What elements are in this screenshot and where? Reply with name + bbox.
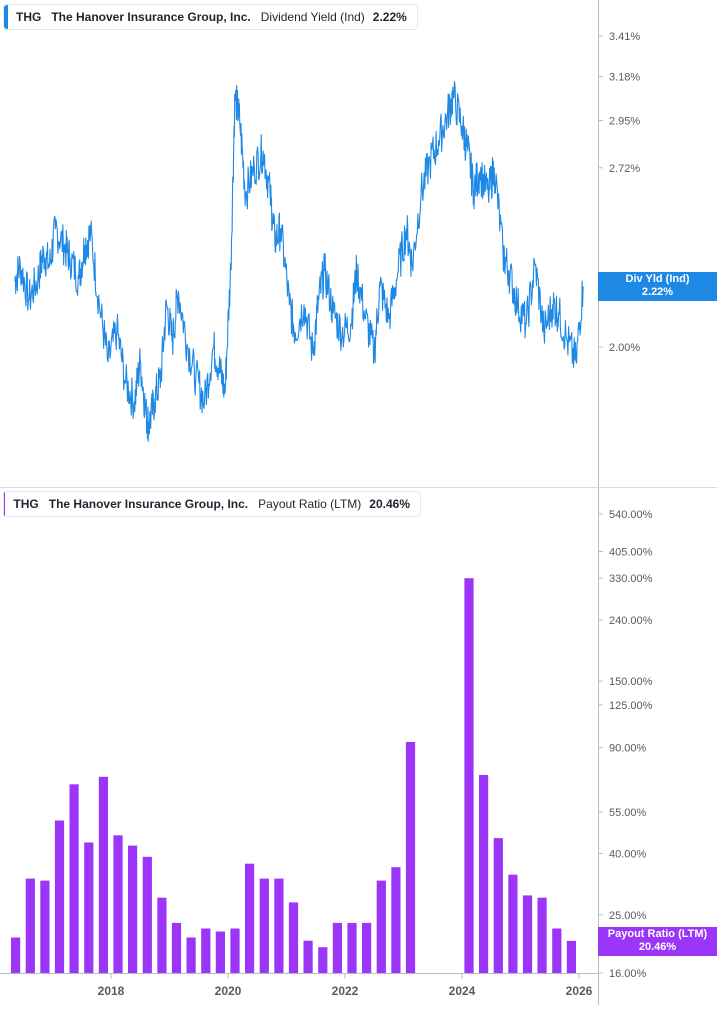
payout-bar [318, 947, 328, 973]
bottom-flag-value: 20.46% [638, 941, 677, 953]
payout-bar [113, 835, 123, 973]
payout-bar [11, 937, 21, 973]
bottom-legend-company: The Hanover Insurance Group, Inc. [48, 497, 249, 511]
payout-bar [332, 922, 342, 973]
bottom-flag-label: Payout Ratio (LTM) [607, 928, 708, 940]
payout-bar [362, 922, 372, 973]
payout-bar [186, 937, 196, 973]
bottom-y-tick-label: 25.00% [609, 910, 647, 922]
payout-bar [171, 922, 182, 973]
payout-bar [69, 784, 79, 973]
bottom-legend: THG The Hanover Insurance Group, Inc. Pa… [3, 491, 421, 517]
payout-bar-series [11, 578, 576, 973]
top-legend-ticker: THG [16, 10, 42, 24]
payout-bar [128, 845, 138, 973]
payout-bar [522, 895, 533, 973]
payout-bar [230, 928, 240, 973]
bottom-legend-metric: Payout Ratio (LTM) [258, 497, 362, 511]
payout-bar [98, 776, 108, 973]
x-axis: 2018 2020 2022 2024 2026 [0, 973, 598, 998]
bottom-y-tick-label: 40.00% [609, 848, 647, 860]
top-flag-value: 2.22% [641, 286, 674, 298]
top-value-flag: Div Yld (Ind) 2.22% [598, 272, 717, 301]
payout-bar [391, 867, 401, 973]
x-tick-label: 2024 [449, 984, 476, 998]
top-y-tick-label: 3.41% [609, 31, 640, 43]
bottom-y-tick-label: 150.00% [609, 676, 653, 688]
bottom-y-tick-label: 90.00% [609, 743, 647, 755]
payout-bar [376, 880, 386, 973]
payout-bar [347, 922, 357, 973]
payout-bar [288, 902, 299, 973]
top-axis: 3.41% 3.18% 2.95% 2.72% 2.00% [0, 0, 717, 488]
top-y-tick-label: 2.00% [609, 342, 640, 354]
bottom-legend-ticker: THG [13, 497, 39, 511]
top-legend-company: The Hanover Insurance Group, Inc. [51, 10, 251, 24]
payout-bar [479, 775, 489, 973]
x-tick-label: 2018 [98, 984, 125, 998]
payout-bar [405, 742, 416, 973]
payout-bar [215, 931, 225, 973]
bottom-y-tick-label: 16.00% [609, 968, 647, 980]
bottom-y-tick-label: 330.00% [609, 573, 653, 585]
bottom-y-tick-label: 55.00% [609, 807, 647, 819]
bottom-axis: 540.00% 405.00% 330.00% 240.00% 150.00% 125.0… [598, 488, 653, 1005]
payout-bar [259, 878, 269, 973]
payout-bar [508, 874, 518, 973]
top-legend: THG The Hanover Insurance Group, Inc. Di… [3, 4, 418, 30]
top-flag-label: Div Yld (Ind) [625, 273, 690, 285]
payout-bar [54, 820, 65, 973]
top-legend-metric: Dividend Yield (Ind) [260, 10, 365, 24]
yield-line-series [14, 80, 584, 443]
payout-bar [303, 940, 313, 973]
top-legend-color [4, 5, 8, 29]
bottom-value-flag: Payout Ratio (LTM) 20.46% [598, 927, 717, 956]
payout-bar [566, 940, 576, 973]
yield-line [14, 80, 584, 443]
bottom-legend-color [4, 492, 6, 516]
x-tick-label: 2020 [215, 984, 242, 998]
payout-bar [142, 856, 152, 973]
payout-bar [84, 842, 94, 973]
payout-bar [25, 878, 35, 973]
payout-bar [40, 880, 50, 973]
x-tick-label: 2026 [566, 984, 593, 998]
bottom-y-tick-label: 540.00% [609, 509, 653, 521]
payout-bar [201, 928, 211, 973]
top-y-tick-label: 3.18% [609, 72, 640, 84]
bottom-y-tick-label: 125.00% [609, 700, 653, 712]
x-tick-label: 2022 [332, 984, 359, 998]
payout-bar [552, 928, 562, 973]
top-y-tick-label: 2.95% [609, 115, 640, 127]
bottom-y-tick-label: 240.00% [609, 615, 653, 627]
top-legend-value: 2.22% [372, 10, 407, 24]
bottom-y-tick-label: 405.00% [609, 547, 653, 559]
bottom-legend-value: 20.46% [369, 497, 410, 511]
top-y-tick-label: 2.72% [609, 163, 640, 175]
payout-bar [157, 897, 167, 973]
payout-bar [493, 838, 503, 973]
payout-bar [464, 578, 474, 973]
payout-bar [274, 878, 284, 973]
payout-bar [245, 863, 255, 973]
payout-bar [537, 897, 547, 973]
